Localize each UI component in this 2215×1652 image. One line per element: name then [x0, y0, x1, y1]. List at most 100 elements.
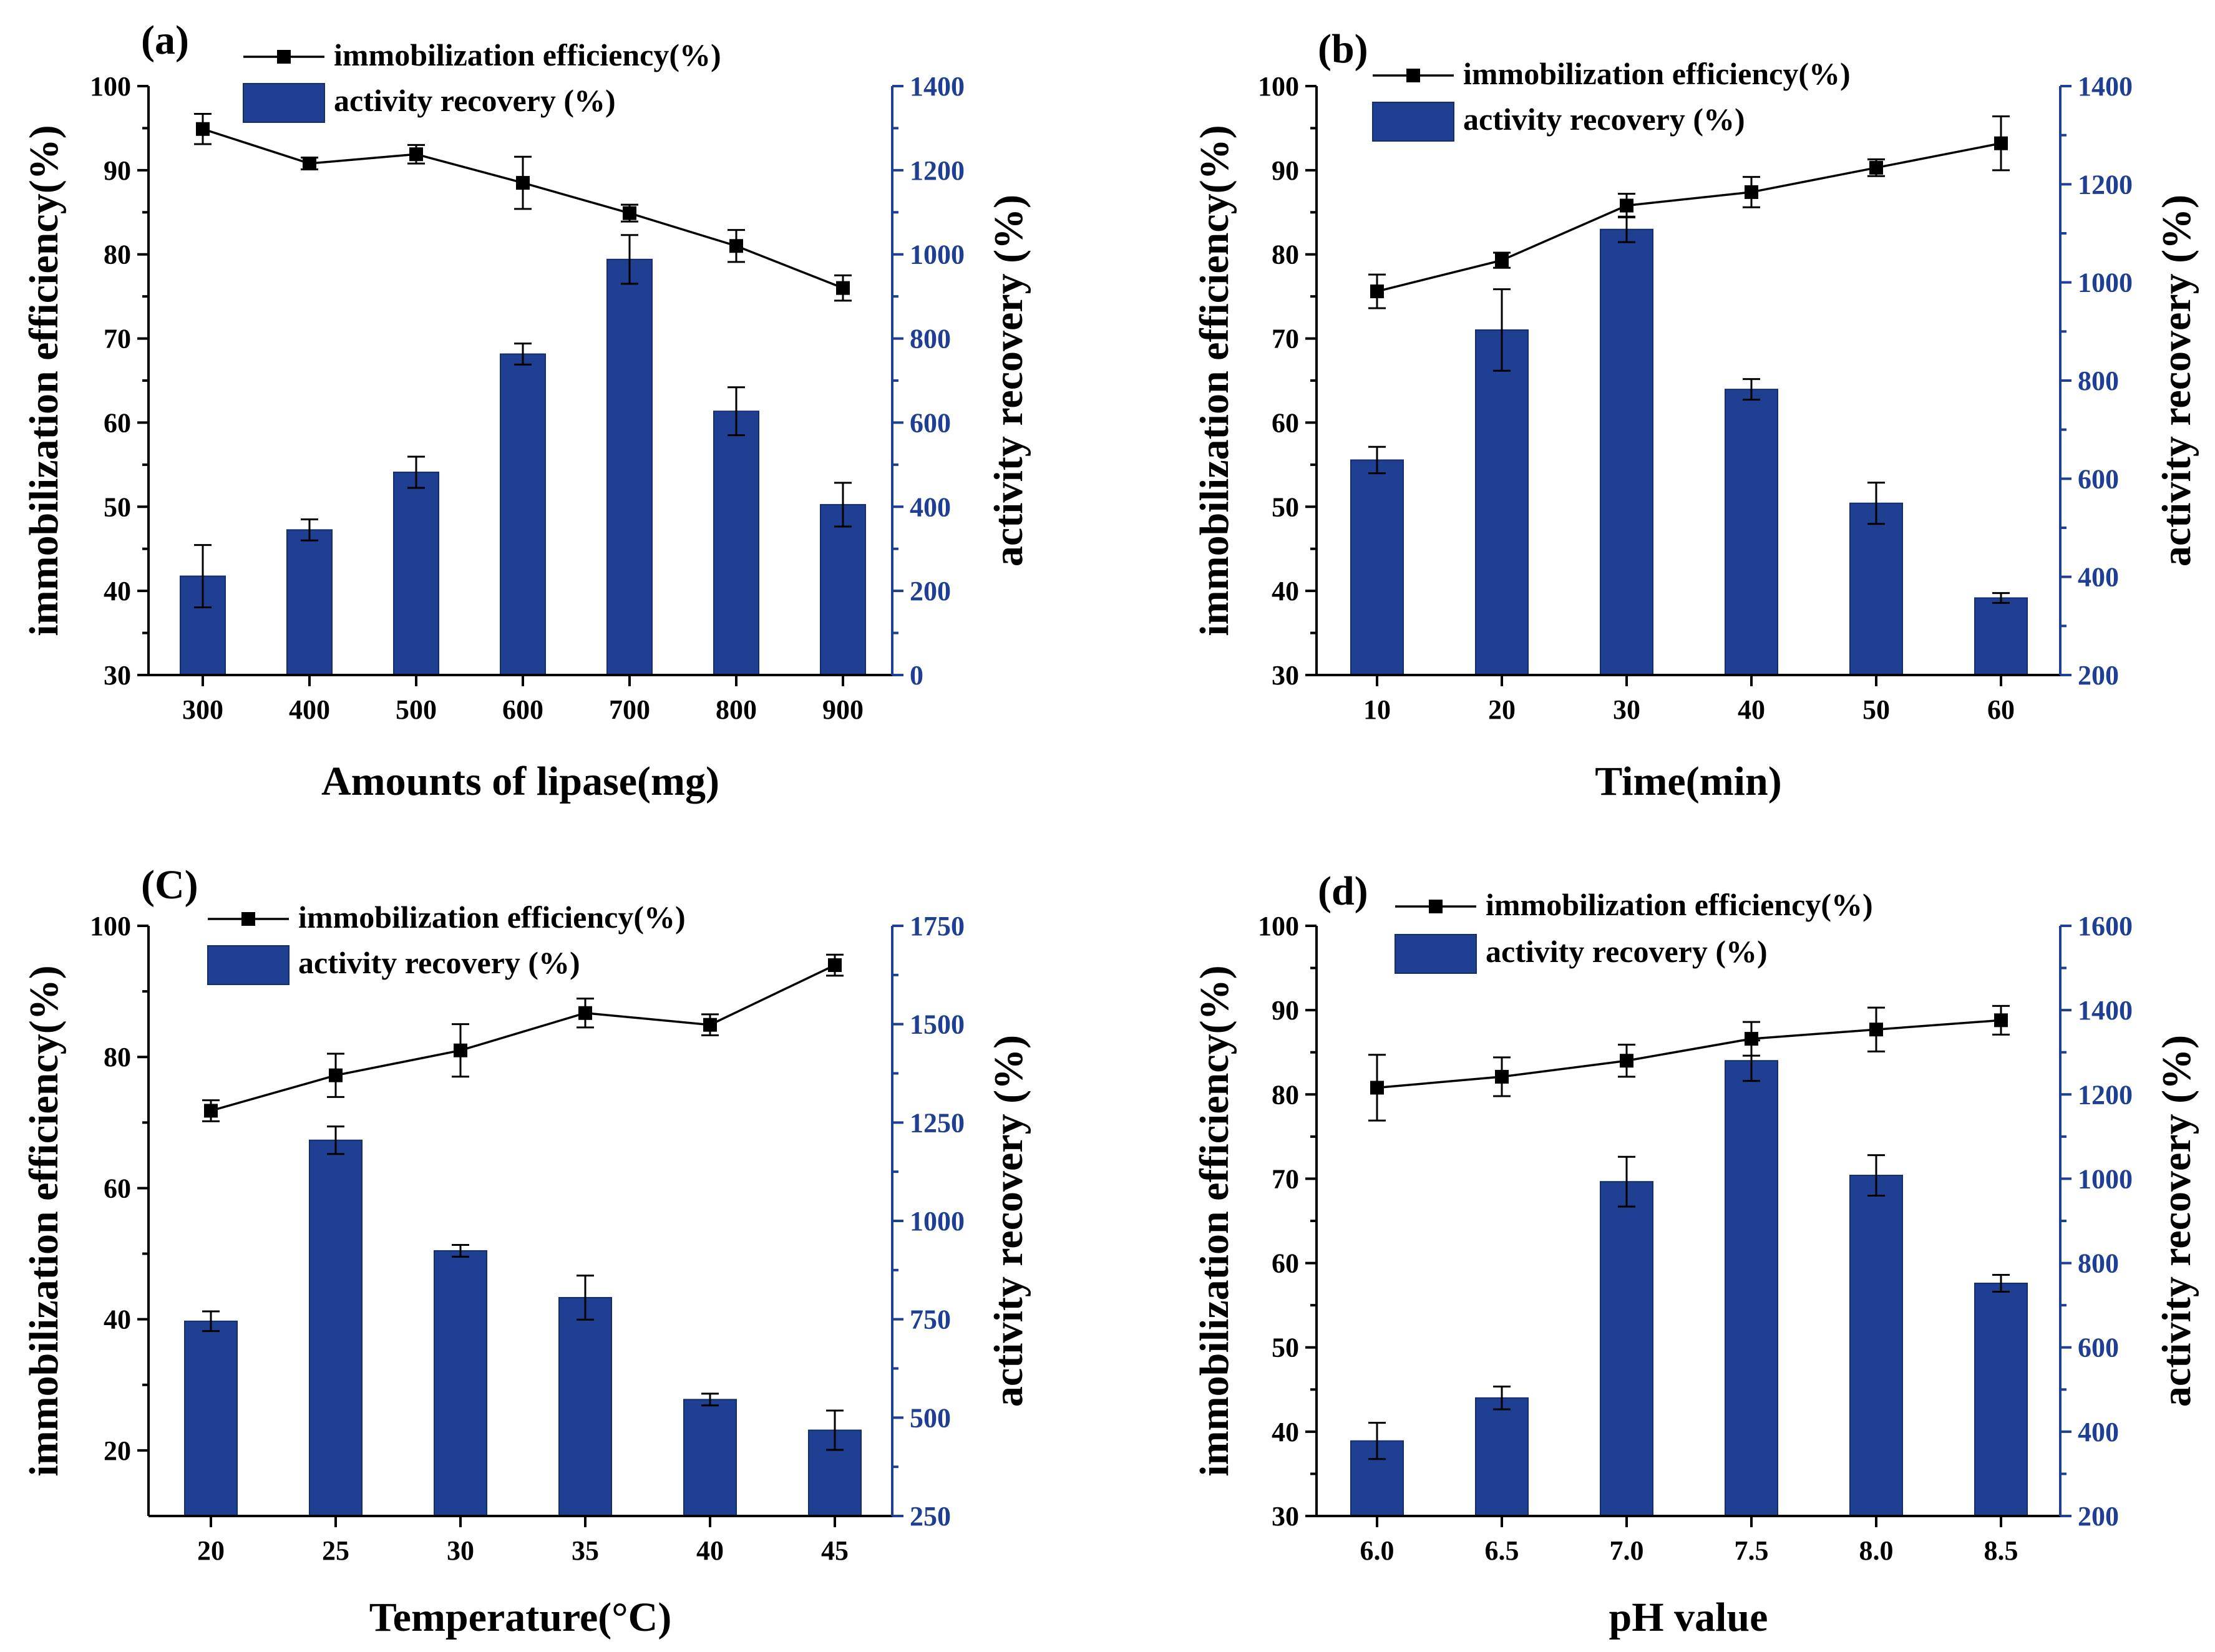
point-700	[623, 206, 636, 220]
y-tick-label-left-80: 80	[104, 240, 131, 270]
x-axis-title: Amounts of lipase(mg)	[321, 759, 719, 804]
y-tick-label-right-1250: 1250	[910, 1107, 965, 1138]
y-tick-label-left-70: 70	[104, 324, 131, 354]
legend-marker-sample	[277, 50, 291, 64]
y-tick-label-right-800: 800	[2078, 366, 2119, 396]
y-tick-label-right-250: 250	[910, 1501, 951, 1532]
y-tick-label-left-60: 60	[1272, 407, 1299, 438]
point-35	[578, 1006, 592, 1020]
point-400	[303, 157, 316, 171]
y-tick-label-left-30: 30	[104, 660, 131, 691]
y-axis-title-right: activity recovery (%)	[2154, 1035, 2199, 1407]
y-tick-label-left-50: 50	[104, 492, 131, 522]
y-tick-label-right-1000: 1000	[910, 1206, 965, 1237]
legend-label-activity: activity recovery (%)	[1463, 102, 1745, 137]
y-tick-label-right-1200: 1200	[910, 155, 965, 186]
legend-label-efficiency: immobilization efficiency(%)	[334, 37, 721, 72]
y-tick-label-left-50: 50	[1272, 1333, 1299, 1363]
bar-10	[1350, 459, 1404, 676]
bar-error-20	[1493, 288, 1511, 372]
point-7.5	[1745, 1032, 1758, 1046]
x-tick-label-50: 50	[1862, 694, 1890, 725]
point-20	[1495, 253, 1509, 268]
x-tick-label-300: 300	[182, 694, 223, 725]
point-8.0	[1869, 1023, 1883, 1037]
point-900	[836, 281, 850, 295]
legend-marker-sample	[1429, 900, 1443, 913]
x-tick-label-700: 700	[609, 694, 650, 725]
legend-bar-sample	[1372, 102, 1454, 142]
y-tick-label-left-100: 100	[90, 911, 131, 941]
point-300	[196, 122, 210, 136]
x-tick-label-8.0: 8.0	[1859, 1535, 1894, 1566]
bar-35	[558, 1296, 612, 1517]
bar-800	[713, 411, 759, 676]
y-axis-title-left: immobilization efficiency(%)	[21, 125, 67, 636]
point-8.5	[1994, 1013, 2008, 1028]
y-axis-title-left: immobilization efficiency(%)	[1192, 125, 1237, 636]
chart-panel-4: 30 40 50 60 70 80 90 100 200 400 600 800 1000 1200 140…	[1192, 868, 2199, 1640]
efficiency-line	[1376, 142, 2002, 293]
y-tick-label-left-80: 80	[1272, 240, 1299, 270]
bar-error-20	[202, 1310, 220, 1333]
bar-error-7.0	[1618, 1155, 1635, 1208]
x-tick-label-25: 25	[322, 1535, 349, 1566]
y-tick-label-left-70: 70	[1272, 324, 1299, 354]
y-axis-title-left: immobilization efficiency(%)	[21, 965, 67, 1476]
y-tick-label-right-1500: 1500	[910, 1009, 965, 1040]
point-45	[828, 958, 842, 973]
point-40	[1745, 185, 1758, 199]
point-6.0	[1370, 1081, 1384, 1095]
y-tick-label-right-1400: 1400	[2078, 995, 2133, 1026]
point-50	[1869, 160, 1883, 175]
y-tick-label-right-400: 400	[2078, 562, 2119, 593]
x-tick-label-8.5: 8.5	[1984, 1535, 2018, 1566]
point-800	[729, 239, 743, 253]
bar-400	[286, 529, 333, 676]
bar-900	[820, 503, 866, 676]
bar-error-500	[407, 455, 425, 489]
bar-40	[1725, 389, 1778, 676]
bar-500	[393, 471, 439, 676]
bar-error-300	[194, 544, 212, 608]
y-tick-label-right-1400: 1400	[910, 71, 965, 102]
x-axis-title: pH value	[1609, 1595, 1768, 1640]
y-tick-label-right-200: 200	[2078, 660, 2119, 691]
x-tick-label-6.5: 6.5	[1485, 1535, 1519, 1566]
bar-error-600	[514, 343, 532, 366]
y-tick-label-right-500: 500	[910, 1402, 951, 1433]
y-tick-label-left-80: 80	[104, 1042, 131, 1072]
x-tick-label-7.0: 7.0	[1610, 1535, 1644, 1566]
bar-25	[309, 1139, 363, 1517]
x-tick-label-900: 900	[822, 694, 864, 725]
y-tick-label-left-50: 50	[1272, 492, 1299, 522]
y-tick-label-right-1400: 1400	[2078, 71, 2133, 102]
bar-error-6.5	[1493, 1386, 1511, 1411]
bar-error-40	[1743, 378, 1760, 401]
x-tick-label-30: 30	[1613, 694, 1640, 725]
y-tick-label-left-100: 100	[1258, 71, 1299, 102]
x-tick-label-30: 30	[447, 1535, 474, 1566]
y-axis-title-right: activity recovery (%)	[986, 195, 1031, 566]
legend-bar-sample	[207, 945, 290, 985]
bar-error-45	[826, 1409, 844, 1451]
legend-marker-sample	[1406, 69, 1420, 82]
y-tick-label-left-100: 100	[1258, 911, 1299, 941]
chart-panel-2: 30 40 50 60 70 80 90 100 200 400 600 800 1000 1200 140…	[1192, 26, 2199, 804]
y-tick-label-right-1750: 1750	[910, 911, 965, 941]
y-tick-label-left-30: 30	[1272, 1501, 1299, 1532]
y-tick-label-right-0: 0	[910, 660, 923, 691]
x-tick-label-45: 45	[821, 1535, 849, 1566]
bar-error-8.0	[1867, 1154, 1885, 1197]
bar-20	[184, 1320, 238, 1517]
y-tick-label-right-400: 400	[2078, 1417, 2119, 1447]
bar-error-60	[1992, 592, 2010, 604]
y-tick-label-left-60: 60	[1272, 1248, 1299, 1279]
bar-8.0	[1849, 1175, 1903, 1517]
bar-error-900	[834, 482, 852, 528]
legend-bar-sample	[243, 83, 325, 123]
y-tick-label-left-60: 60	[104, 1173, 131, 1203]
y-tick-label-left-60: 60	[104, 407, 131, 438]
y-axis-title-left: immobilization efficiency(%)	[1192, 965, 1237, 1476]
point-10	[1370, 284, 1384, 299]
